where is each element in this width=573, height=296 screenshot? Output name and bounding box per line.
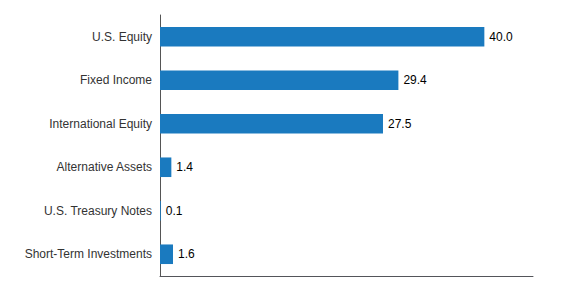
svg-text:1.6: 1.6 [178,247,195,261]
svg-text:U.S. Equity: U.S. Equity [92,30,152,44]
svg-text:Alternative Assets: Alternative Assets [57,160,152,174]
svg-text:Short-Term Investments: Short-Term Investments [25,247,152,261]
svg-text:1.4: 1.4 [176,160,193,174]
svg-text:27.5: 27.5 [388,117,412,131]
svg-text:Fixed Income: Fixed Income [80,73,152,87]
svg-text:29.4: 29.4 [403,73,427,87]
svg-text:40.0: 40.0 [489,30,513,44]
svg-text:International Equity: International Equity [49,117,152,131]
svg-text:U.S. Treasury Notes: U.S. Treasury Notes [44,204,152,218]
svg-text:0.1: 0.1 [166,204,183,218]
